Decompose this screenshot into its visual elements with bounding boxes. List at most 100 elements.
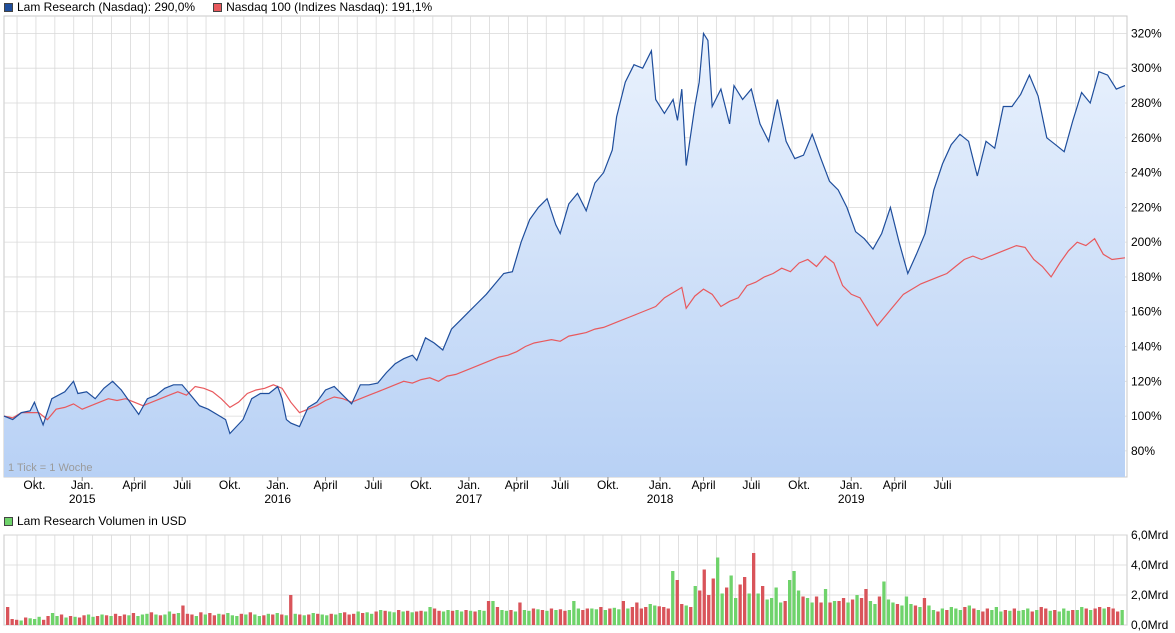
- volume-bar: [194, 616, 198, 625]
- volume-bar: [994, 607, 998, 625]
- volume-bar: [37, 616, 41, 626]
- volume-bar: [621, 601, 625, 625]
- legend-swatch-volume: [4, 516, 13, 526]
- volume-bar: [343, 612, 347, 626]
- volume-bar: [1102, 608, 1106, 625]
- volume-bar: [338, 613, 342, 625]
- volume-bar: [239, 613, 243, 626]
- volume-bar: [882, 581, 886, 625]
- volume-bar: [729, 575, 733, 625]
- volume-bar: [455, 610, 459, 625]
- volume-bar: [28, 618, 32, 626]
- x-tick-label: April: [314, 478, 338, 492]
- x-tick-label: Juli: [364, 478, 382, 492]
- volume-bar: [958, 610, 962, 625]
- volume-bar: [927, 605, 931, 625]
- volume-bar: [464, 610, 468, 625]
- volume-bar: [441, 611, 446, 625]
- volume-bar: [253, 614, 257, 625]
- volume-bar: [1057, 611, 1061, 625]
- volume-bar: [352, 613, 356, 626]
- volume-bar: [662, 607, 666, 625]
- volume-bar: [823, 589, 828, 625]
- volume-bar: [482, 610, 486, 626]
- volume-bar: [221, 614, 225, 625]
- volume-bar: [796, 590, 801, 625]
- volume-bar: [864, 589, 868, 625]
- volume-bar: [289, 595, 293, 625]
- volume-bar: [136, 616, 140, 625]
- volume-bar: [459, 611, 464, 625]
- volume-bar: [576, 608, 580, 625]
- volume-bar: [477, 610, 482, 625]
- volume-bar: [1075, 610, 1079, 625]
- volume-bar: [792, 571, 796, 625]
- volume-bar: [918, 607, 922, 625]
- y-tick-label: 80%: [1131, 444, 1155, 458]
- x-year-label: 2017: [456, 492, 483, 506]
- volume-bar: [423, 611, 428, 625]
- volume-bar: [388, 611, 392, 625]
- y-tick-label: 320%: [1131, 26, 1162, 40]
- volume-bar: [365, 612, 369, 626]
- volume-bar: [850, 599, 855, 625]
- volume-bar: [563, 610, 567, 626]
- volume-bar: [747, 593, 751, 625]
- price-chart-y-axis: 80% 100% 120% 140% 160% 180% 200% 220% 240% 260% 2…: [1131, 26, 1162, 458]
- volume-bar: [1026, 608, 1030, 625]
- volume-bar: [491, 601, 495, 625]
- volume-bar: [450, 610, 455, 626]
- volume-bar: [779, 602, 783, 625]
- volume-bar: [158, 615, 163, 626]
- volume-bar: [361, 613, 365, 625]
- volume-bar: [230, 615, 234, 626]
- volume-bar: [410, 612, 414, 626]
- volume-bar: [630, 607, 634, 625]
- volume-bar: [446, 610, 450, 625]
- volume-bar: [877, 596, 882, 625]
- volume-bar: [325, 615, 329, 626]
- volume-bar: [504, 610, 509, 626]
- volume-bar: [1080, 607, 1084, 625]
- volume-bar: [549, 608, 554, 625]
- volume-bar: [181, 605, 185, 625]
- volume-bar: [1111, 608, 1115, 625]
- volume-bar: [841, 598, 846, 625]
- main-legend: Lam Research (Nasdaq): 290,0% Nasdaq 100…: [4, 0, 450, 14]
- volume-bar: [734, 598, 738, 625]
- volume-bar: [581, 610, 585, 625]
- volume-bar: [805, 598, 810, 625]
- volume-bar: [280, 614, 284, 625]
- volume-bar: [774, 587, 778, 625]
- volume-bar: [1012, 608, 1016, 625]
- volume-bar: [356, 611, 360, 625]
- volume-bar: [203, 614, 207, 625]
- volume-bar: [397, 610, 401, 625]
- volume-bar: [486, 601, 491, 625]
- volume-bar: [1017, 610, 1021, 626]
- volume-bar: [922, 598, 927, 625]
- legend-item-lam-research[interactable]: Lam Research (Nasdaq): 290,0%: [4, 0, 195, 14]
- volume-bar: [761, 586, 765, 625]
- legend-label-volume: Lam Research Volumen in USD: [17, 514, 187, 528]
- volume-bar: [19, 620, 23, 625]
- volume-bar: [190, 614, 194, 625]
- y-tick-label: 180%: [1131, 270, 1162, 284]
- volume-bar: [113, 613, 118, 626]
- x-tick-label: April: [122, 478, 146, 492]
- volume-bar: [608, 608, 612, 625]
- x-tick-label: Jan.: [840, 478, 863, 492]
- volume-bar: [271, 614, 275, 625]
- legend-item-volume[interactable]: Lam Research Volumen in USD: [4, 514, 186, 528]
- legend-item-nasdaq-100[interactable]: Nasdaq 100 (Indizes Nasdaq): 191,1%: [213, 0, 432, 14]
- volume-bar: [725, 587, 729, 625]
- volume-bar: [495, 607, 500, 625]
- volume-bar: [653, 605, 657, 625]
- volume-bar: [468, 610, 473, 626]
- volume-bar: [913, 605, 918, 625]
- x-tick-label: Juli: [934, 478, 952, 492]
- volume-bar: [936, 611, 940, 625]
- volume-bar: [46, 616, 50, 625]
- volume-bar: [940, 608, 944, 625]
- lam-research-area: [4, 33, 1125, 478]
